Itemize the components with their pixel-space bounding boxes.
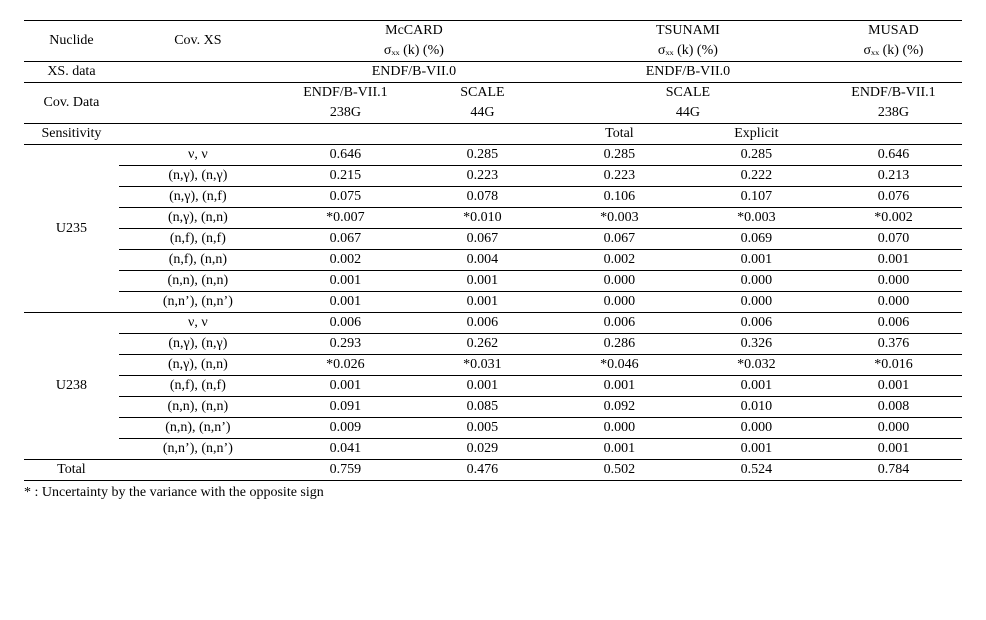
val-cell: 0.759 [277,460,414,481]
val-cell: 0.502 [551,460,688,481]
h-mccard: McCARD [277,21,551,42]
table-row: (n,n), (n,n)0.0910.0850.0920.0100.008 [24,397,962,418]
table-row: U238 ν, ν 0.006 0.006 0.006 0.006 0.006 [24,313,962,334]
h-238g-a: 238G [277,103,414,124]
h-sigma-musad: σₓₓ (k) (%) [825,41,962,62]
sensitivity-row: Sensitivity Total Explicit [24,124,962,145]
val-cell: 0.646 [825,145,962,166]
table-row: (n,n’), (n,n’)0.0010.0010.0000.0000.000 [24,292,962,313]
uncertainty-table: Nuclide Cov. XS McCARD TSUNAMI MUSAD σₓₓ… [24,20,962,481]
h-covxs: Cov. XS [119,21,277,62]
val-cell: 0.285 [414,145,551,166]
header-row-1: Nuclide Cov. XS McCARD TSUNAMI MUSAD [24,21,962,42]
table-row: (n,n), (n,n’)0.0090.0050.0000.0000.000 [24,418,962,439]
total-row: Total 0.759 0.476 0.502 0.524 0.784 [24,460,962,481]
table-row: U235 ν, ν 0.646 0.285 0.285 0.285 0.646 [24,145,962,166]
h-musad: MUSAD [825,21,962,42]
nuclide-u235: U235 [24,145,119,313]
table-row: (n,n’), (n,n’)0.0410.0290.0010.0010.001 [24,439,962,460]
table-row: (n,n), (n,n)0.0010.0010.0000.0000.000 [24,271,962,292]
table-row: (n,γ), (n,n)*0.026*0.031*0.046*0.032*0.0… [24,355,962,376]
table-row: (n,γ), (n,f)0.0750.0780.1060.1070.076 [24,187,962,208]
h-tsunami: TSUNAMI [551,21,825,42]
h-endf0-b: ENDF/B-VII.0 [551,62,825,83]
h-xsdata: XS. data [24,62,119,83]
val-cell: 0.476 [414,460,551,481]
h-sigma-tsunami: σₓₓ (k) (%) [551,41,825,62]
cov-cell: ν, ν [119,145,277,166]
h-total: Total [551,124,688,145]
val-cell: 0.285 [551,145,688,166]
h-44g-b: 44G [551,103,825,124]
h-covdata: Cov. Data [24,83,119,124]
total-label: Total [24,460,119,481]
h-explicit: Explicit [688,124,825,145]
h-endf1-b: ENDF/B-VII.1 [825,83,962,104]
val-cell: 0.784 [825,460,962,481]
h-238g-b: 238G [825,103,962,124]
table-row: (n,f), (n,n)0.0020.0040.0020.0010.001 [24,250,962,271]
val-cell: 0.524 [688,460,825,481]
xs-data-row: XS. data ENDF/B-VII.0 ENDF/B-VII.0 [24,62,962,83]
h-sensitivity: Sensitivity [24,124,119,145]
table-row: (n,γ), (n,n)*0.007*0.010*0.003*0.003*0.0… [24,208,962,229]
val-cell: 0.646 [277,145,414,166]
h-nuclide: Nuclide [24,21,119,62]
nuclide-u238: U238 [24,313,119,460]
h-44g-a: 44G [414,103,551,124]
h-endf1-a: ENDF/B-VII.1 [277,83,414,104]
footnote: * : Uncertainty by the variance with the… [24,485,962,501]
table-row: (n,γ), (n,γ)0.2150.2230.2230.2220.213 [24,166,962,187]
table-row: (n,f), (n,f)0.0670.0670.0670.0690.070 [24,229,962,250]
val-cell: 0.285 [688,145,825,166]
h-scale-b: SCALE [551,83,825,104]
h-endf0-a: ENDF/B-VII.0 [277,62,551,83]
h-sigma-mccard: σₓₓ (k) (%) [277,41,551,62]
h-scale-a: SCALE [414,83,551,104]
table-row: (n,γ), (n,γ)0.2930.2620.2860.3260.376 [24,334,962,355]
table-row: (n,f), (n,f)0.0010.0010.0010.0010.001 [24,376,962,397]
cov-data-row-1: Cov. Data ENDF/B-VII.1 SCALE SCALE ENDF/… [24,83,962,104]
